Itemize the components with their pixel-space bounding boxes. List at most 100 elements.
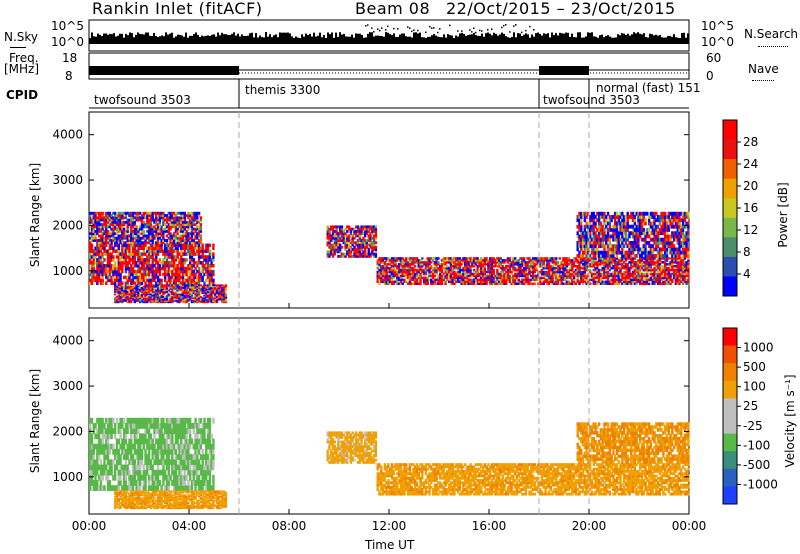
- echo-cell: [469, 282, 472, 286]
- echo-cell: [197, 298, 201, 301]
- echo-cell: [169, 255, 172, 259]
- echo-cell: [381, 272, 385, 276]
- nsky-bar: [655, 34, 657, 44]
- echo-cell: [590, 276, 594, 280]
- echo-cell: [687, 282, 690, 286]
- echo-cell: [135, 290, 138, 293]
- echo-cell: [596, 240, 599, 245]
- echo-cell: [597, 259, 601, 262]
- echo-cell: [124, 293, 128, 296]
- echo-cell: [599, 221, 603, 226]
- echo-cell: [390, 270, 394, 274]
- echo-cell: [197, 272, 201, 277]
- echo-cell: [619, 274, 622, 278]
- echo-cell: [540, 257, 544, 260]
- echo-cell: [97, 272, 101, 277]
- echo-cell: [560, 270, 563, 274]
- echo-cell: [581, 257, 585, 260]
- echo-cell: [349, 232, 353, 236]
- echo-cell: [176, 216, 179, 220]
- echo-cell: [339, 232, 342, 236]
- echo-cell: [394, 270, 397, 274]
- echo-cell: [547, 276, 551, 280]
- echo-cell: [110, 258, 113, 262]
- echo-cell: [196, 288, 199, 291]
- echo-cell: [224, 293, 228, 296]
- echo-cell: [194, 218, 197, 222]
- echo-cell: [376, 280, 379, 284]
- echo-cell: [97, 227, 101, 231]
- echo-cell: [149, 298, 153, 301]
- echo-cell: [183, 232, 187, 236]
- echo-cell: [385, 282, 388, 286]
- echo-cell: [126, 223, 129, 227]
- nsky-bar: [189, 35, 191, 44]
- echo-cell: [147, 241, 151, 245]
- echo-cell: [640, 272, 644, 276]
- echo-cell: [162, 232, 165, 236]
- echo-cell: [585, 278, 588, 282]
- echo-cell: [603, 268, 606, 272]
- echo-cell: [140, 220, 144, 224]
- echo-cell: [205, 269, 208, 274]
- echo-cell: [217, 284, 220, 287]
- echo-cell: [374, 245, 378, 249]
- echo-cell: [181, 299, 185, 302]
- echo-cell: [522, 270, 526, 274]
- echo-cell: [183, 211, 187, 215]
- echo-cell: [153, 252, 156, 256]
- echo-cell: [605, 274, 608, 278]
- echo-cell: [492, 282, 495, 286]
- echo-cell: [505, 282, 508, 286]
- echo-cell: [205, 266, 208, 271]
- echo-cell: [130, 223, 133, 227]
- echo-cell: [119, 261, 122, 265]
- echo-cell: [181, 225, 185, 229]
- echo-cell: [189, 278, 192, 283]
- echo-cell: [212, 290, 215, 293]
- echo-cell: [524, 263, 528, 266]
- echo-cell: [97, 258, 101, 262]
- echo-cell: [178, 281, 181, 286]
- nsky-bar: [631, 34, 633, 44]
- echo-cell: [140, 236, 144, 240]
- echo-cell: [378, 272, 381, 276]
- echo-cell: [594, 259, 597, 262]
- echo-cell: [196, 293, 199, 296]
- echo-cell: [630, 274, 633, 278]
- echo-cell: [605, 240, 608, 245]
- echo-cell: [439, 280, 442, 284]
- echo-cell: [592, 215, 595, 219]
- nsearch-dot: [457, 30, 459, 32]
- echo-cell: [167, 236, 170, 240]
- echo-cell: [119, 298, 122, 301]
- echo-cell: [433, 274, 437, 278]
- echo-cell: [567, 270, 570, 274]
- echo-cell: [385, 278, 388, 282]
- echo-cell: [167, 223, 170, 227]
- echo-cell: [208, 293, 212, 296]
- nsky-bar: [559, 32, 561, 44]
- echo-cell: [147, 299, 151, 302]
- echo-cell: [214, 290, 217, 293]
- echo-cell: [606, 247, 610, 252]
- echo-cell: [162, 266, 165, 271]
- echo-cell: [106, 275, 110, 280]
- echo-cell: [487, 274, 490, 278]
- echo-cell: [653, 274, 656, 278]
- echo-cell: [576, 274, 579, 278]
- echo-cell: [580, 237, 583, 242]
- echo-cell: [165, 288, 169, 291]
- echo-cell: [110, 252, 113, 256]
- echo-cell: [99, 269, 103, 274]
- echo-cell: [171, 296, 174, 298]
- echo-cell: [360, 227, 363, 231]
- echo-cell: [426, 263, 429, 266]
- echo-cell: [89, 211, 92, 215]
- echo-cell: [676, 257, 679, 260]
- nsky-bar: [493, 32, 495, 44]
- echo-cell: [603, 257, 606, 260]
- echo-cell: [678, 266, 681, 270]
- echo-cell: [489, 261, 492, 264]
- nsky-bar: [621, 33, 623, 44]
